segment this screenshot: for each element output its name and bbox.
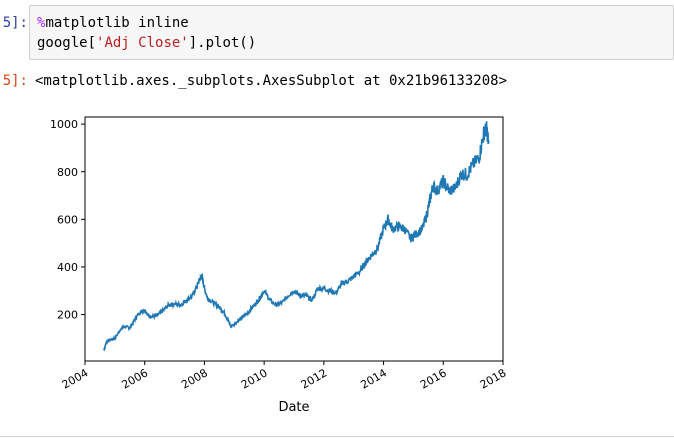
plot-output: 200 400 600 800 1000 2004 2006 2008 2010 2012 2014…: [0, 100, 674, 430]
y-tick-label: 400: [57, 261, 78, 274]
series-line-0: [103, 121, 490, 352]
code-line-2: google['Adj Close'].plot(): [37, 33, 673, 53]
x-tick-label: 2016: [418, 366, 449, 391]
x-tick-label: 2008: [179, 366, 210, 391]
y-tick-label: 200: [57, 309, 78, 322]
y-tick-label: 600: [57, 213, 78, 226]
code-part-b: ].plot(): [188, 35, 257, 51]
x-tick-label: 2018: [478, 366, 509, 391]
x-tick-label: 2010: [239, 366, 270, 391]
code-line-1: %matplotlib inline: [37, 13, 673, 33]
y-tick-label: 800: [57, 166, 78, 179]
input-prompt: 5]:: [2, 15, 28, 31]
x-axis-label: Date: [278, 400, 309, 415]
code-cell[interactable]: %matplotlib inline google['Adj Close'].p…: [29, 5, 674, 60]
code-part-a: google[: [37, 35, 97, 51]
code-string: 'Adj Close': [96, 35, 189, 51]
axis-ticks: 200 400 600 800 1000 2004 2006 2008 2010 2012 2014…: [50, 118, 509, 391]
y-tick-label: 1000: [50, 118, 78, 131]
magic-command: matplotlib inline: [45, 15, 189, 31]
x-tick-label: 2014: [358, 366, 389, 391]
output-repr: <matplotlib.axes._subplots.AxesSubplot a…: [35, 73, 508, 89]
line-chart: 200 400 600 800 1000 2004 2006 2008 2010 2012 2014…: [50, 116, 509, 415]
magic-percent: %: [37, 15, 46, 31]
axes-frame: [84, 116, 504, 362]
plot-lines: [103, 121, 490, 352]
cell-divider: [0, 436, 674, 437]
x-tick-label: 2006: [119, 366, 150, 391]
x-tick-label: 2004: [60, 366, 91, 391]
x-tick-label: 2012: [299, 366, 330, 391]
output-prompt: 5]:: [2, 73, 28, 89]
